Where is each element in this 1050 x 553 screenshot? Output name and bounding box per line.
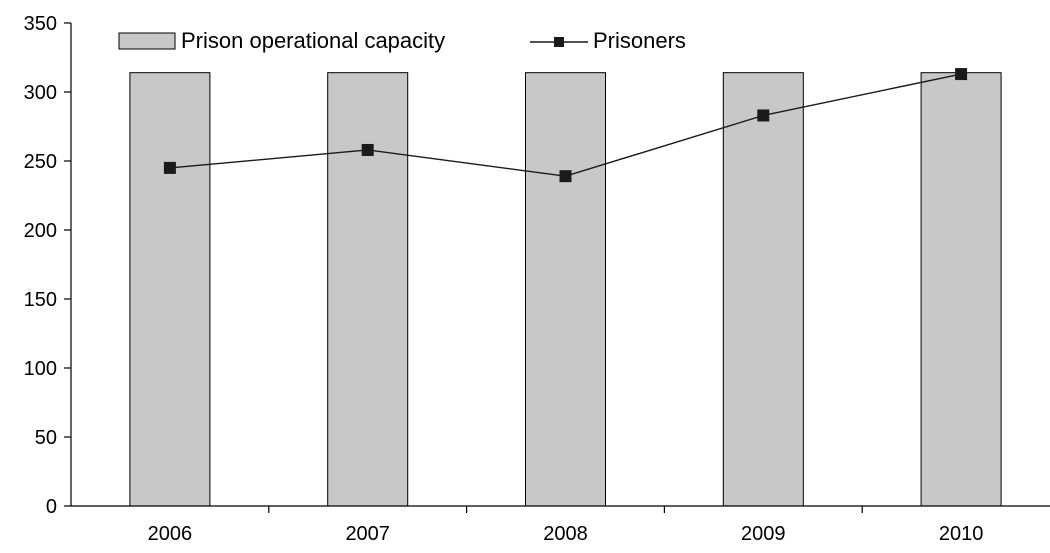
bar-2008 [525, 72, 606, 507]
prisoners-point-2010 [955, 68, 968, 81]
bars-layer [129, 72, 1002, 507]
prisoners-point-2007 [361, 143, 374, 156]
y-tick-label: 200 [24, 220, 57, 242]
bar-2006 [129, 72, 211, 507]
bar-2009 [722, 72, 804, 507]
bar-2010 [920, 72, 1002, 507]
legend-line-label: Prisoners [593, 28, 686, 53]
x-tick-label: 2008 [543, 523, 588, 545]
legend-line-marker [554, 37, 564, 47]
legend-bar-label: Prison operational capacity [181, 28, 445, 53]
bar-2007 [327, 72, 409, 507]
prisoners-point-2009 [757, 109, 770, 122]
axes-layer [70, 23, 1050, 507]
y-tick-label: 250 [24, 151, 57, 173]
prisoners-point-2008 [559, 170, 572, 183]
y-tick-label: 0 [46, 496, 57, 518]
y-ticks: 0 50 100 150 200 250 300 350 [24, 13, 71, 518]
legend: Prison operational capacity Prisoners [118, 28, 686, 53]
x-ticks: 2006 2007 2008 2009 2010 [148, 506, 984, 545]
x-tick-label: 2010 [939, 523, 984, 545]
y-tick-label: 300 [24, 82, 57, 104]
y-tick-label: 100 [24, 358, 57, 380]
line-layer [163, 68, 968, 183]
y-tick-label: 150 [24, 289, 57, 311]
prisoners-point-2006 [163, 161, 176, 174]
y-tick-label: 50 [35, 427, 57, 449]
legend-bar-swatch [118, 32, 176, 50]
x-tick-label: 2009 [741, 523, 786, 545]
x-tick-label: 2006 [148, 523, 193, 545]
y-tick-label: 350 [24, 13, 57, 35]
x-tick-label: 2007 [345, 523, 390, 545]
